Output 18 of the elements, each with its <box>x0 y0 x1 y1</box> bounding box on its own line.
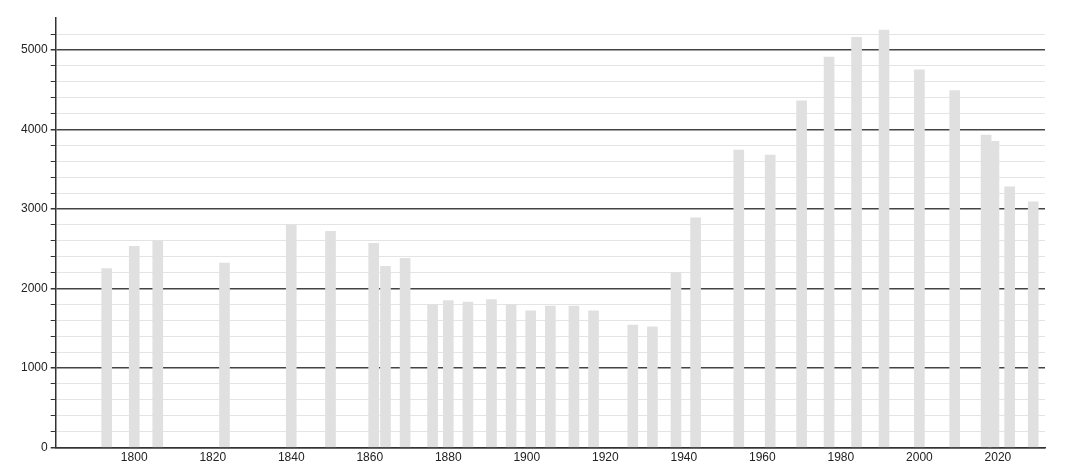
x-tick-label: 1900 <box>513 450 541 465</box>
x-tick-label: 1820 <box>199 450 227 465</box>
x-tick-label: 1980 <box>827 450 855 465</box>
x-tick-label: 2020 <box>984 450 1012 465</box>
x-tick-label: 1800 <box>120 450 148 465</box>
x-tick-label: 1960 <box>748 450 777 465</box>
x-tick-label: 1840 <box>277 450 305 465</box>
y-tick-label: 5000 <box>20 42 49 57</box>
x-tick-label: 1880 <box>434 450 462 465</box>
y-tick-label: 2000 <box>20 280 49 295</box>
x-tick-label: 2000 <box>906 450 934 465</box>
y-tick-label: 1000 <box>20 360 49 375</box>
x-tick-label: 1860 <box>356 450 384 465</box>
y-tick-label: 4000 <box>20 121 49 136</box>
x-tick-label: 1920 <box>591 450 619 465</box>
y-tick-label: 0 <box>41 439 49 454</box>
x-tick-label: 1940 <box>670 450 698 465</box>
y-tick-label: 3000 <box>20 201 49 216</box>
